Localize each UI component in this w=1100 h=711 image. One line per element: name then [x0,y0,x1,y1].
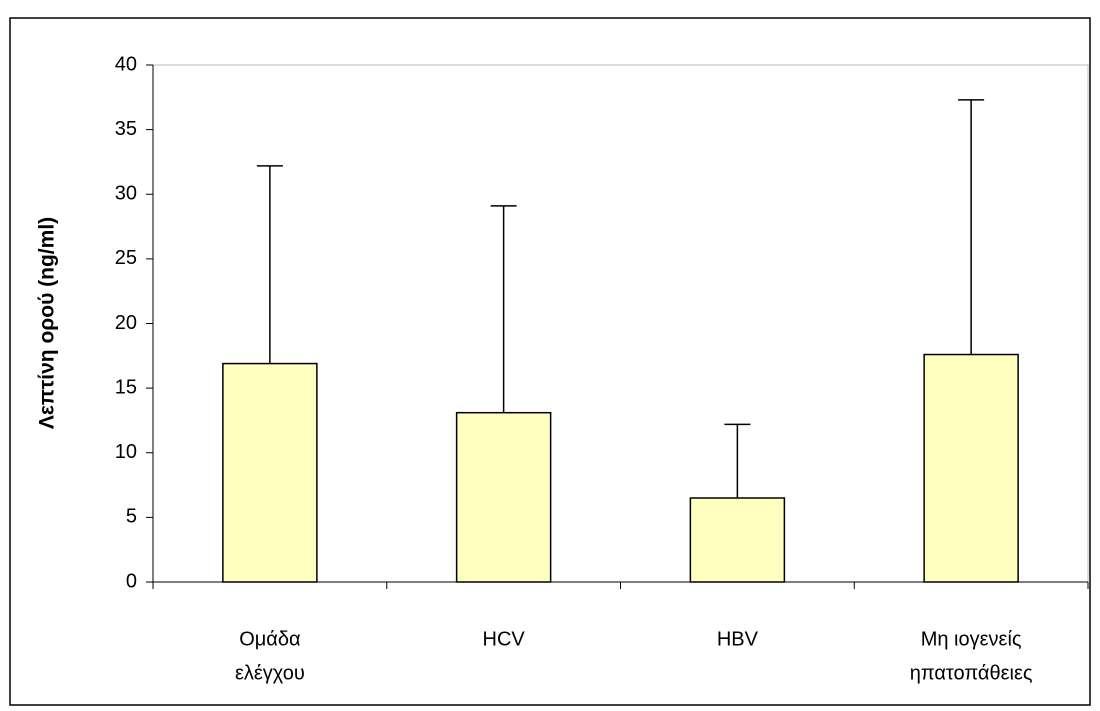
x-tick-label: HBV [717,628,759,650]
y-tick-label: 35 [115,118,137,140]
x-tick-label: Μη ιογενείς [921,628,1022,650]
x-tick-label: ηπατοπάθειες [910,662,1033,684]
bar [455,411,552,583]
x-tick-label: Ομάδα [239,628,300,650]
x-tick-label: HCV [483,628,526,650]
chart-frame [9,17,1091,706]
bar [222,362,318,583]
x-tick-label: ελέγχου [235,662,305,684]
y-tick-label: 20 [115,312,137,334]
y-tick-label: 30 [115,183,137,205]
bar [689,497,786,583]
y-tick-label: 0 [126,570,137,592]
y-tick-label: 5 [126,506,137,528]
y-tick-label: 10 [115,441,137,463]
y-axis-label: Λεπτίνη ορού (ng/ml) [36,217,59,429]
bar [923,353,1019,583]
y-tick-label: 25 [115,247,137,269]
y-tick-label: 40 [115,53,137,75]
y-tick-label: 15 [115,376,137,398]
